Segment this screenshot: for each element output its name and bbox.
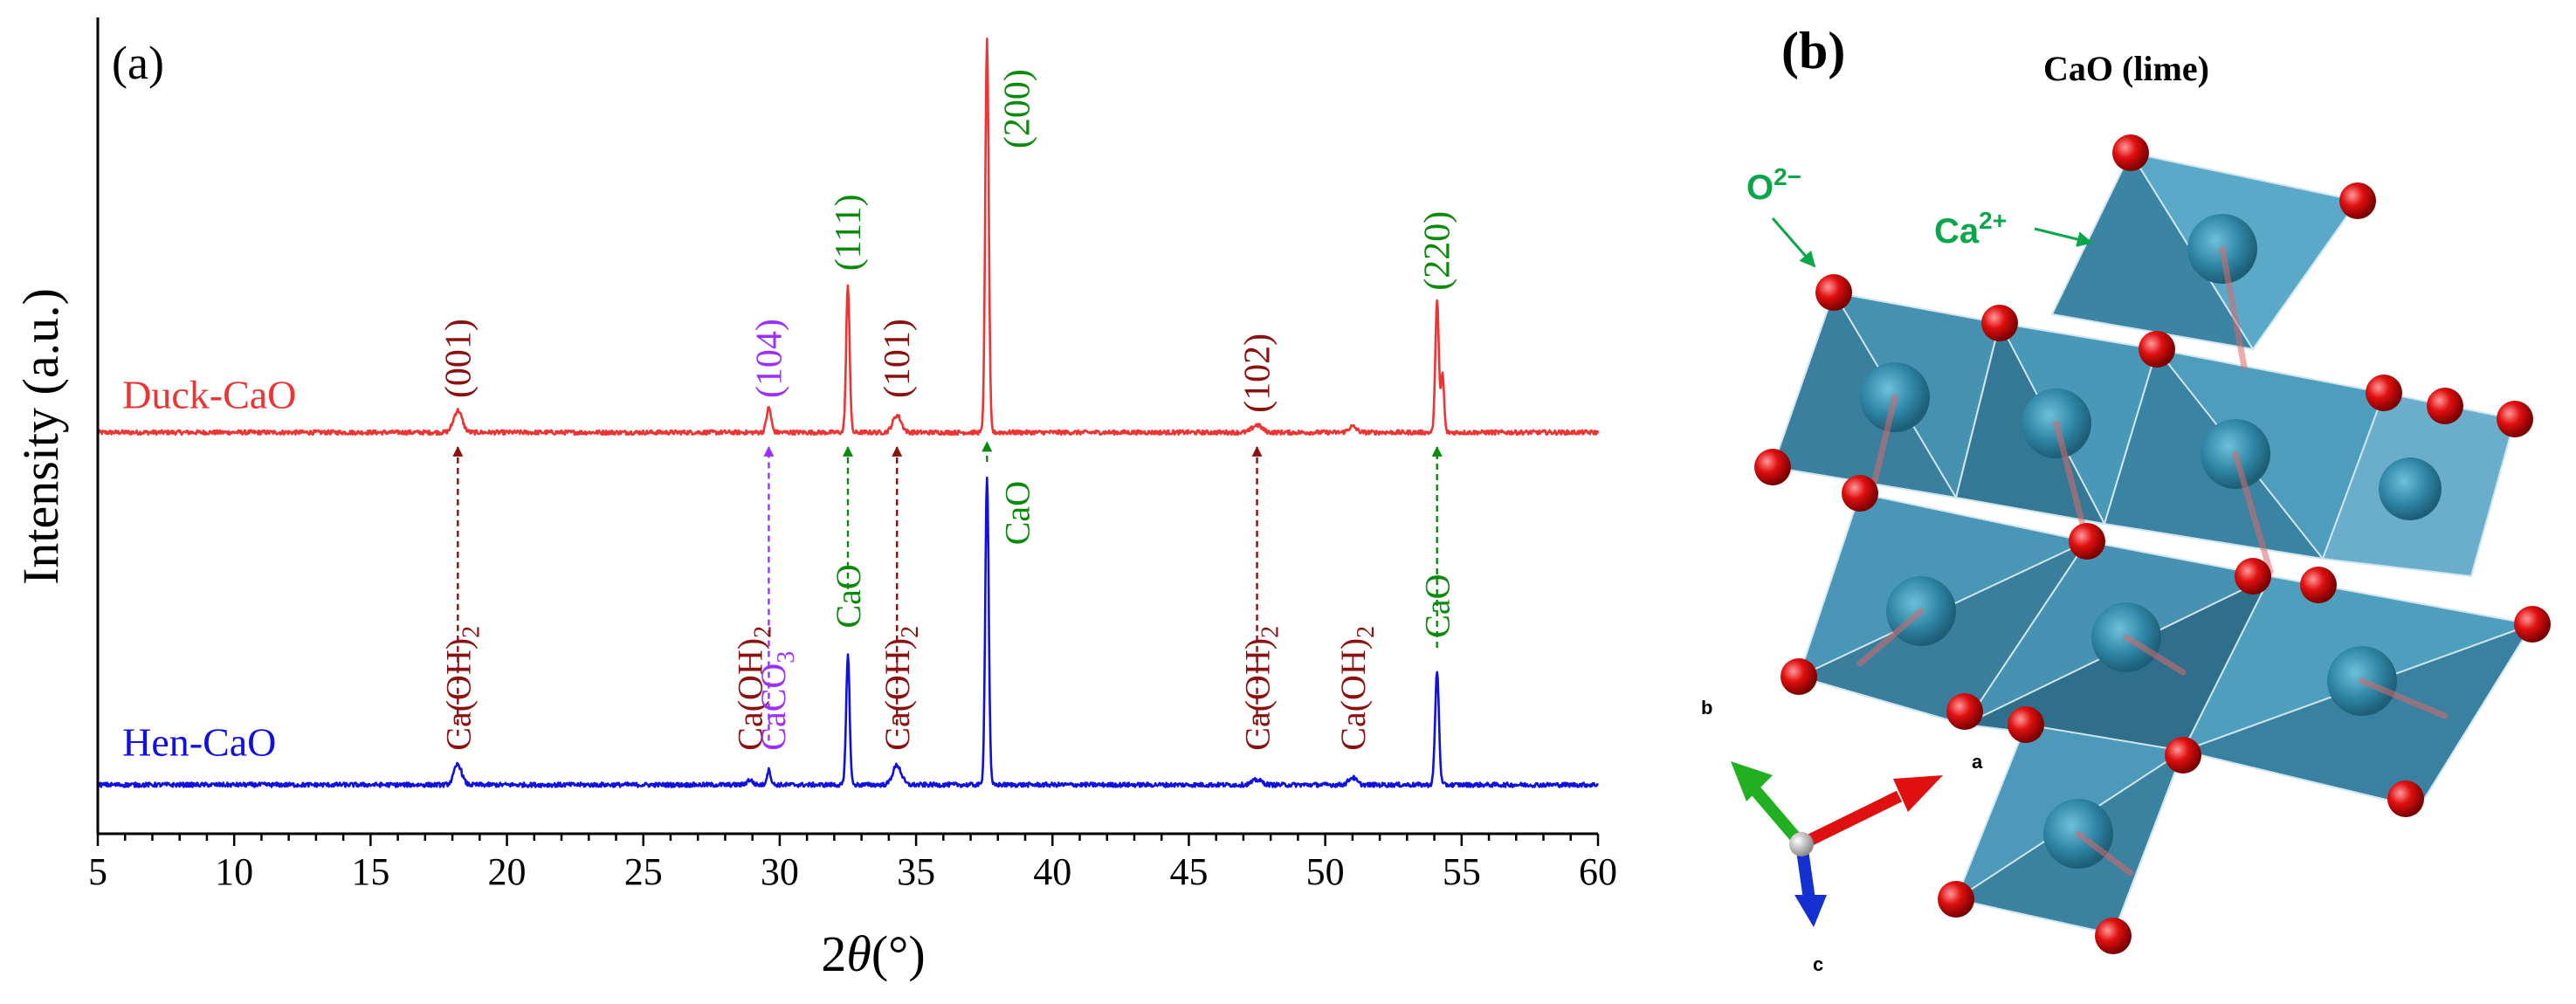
- oxygen-atom: [2112, 134, 2149, 171]
- bond: [2053, 420, 2090, 545]
- hkl-label: (102): [1238, 334, 1278, 413]
- panel-label-b: (b): [1781, 22, 1845, 79]
- x-tick-label: 40: [1033, 850, 1071, 893]
- oxygen-atom: [2069, 523, 2105, 560]
- bond: [2232, 450, 2274, 575]
- bond: [2075, 830, 2134, 877]
- calcium-pointer: [2034, 227, 2093, 247]
- plot-area: [98, 26, 1598, 834]
- axis-b-label: b: [1701, 697, 1712, 719]
- x-tick-label: 35: [897, 850, 935, 893]
- oxygen-atom: [1946, 693, 1983, 730]
- oxygen-atom: [2366, 375, 2402, 411]
- hkl-label: (101): [878, 319, 918, 398]
- phase-label: Ca(OH)2: [1333, 626, 1380, 751]
- oxygen-atoms: [1754, 134, 2551, 954]
- oxygen-atom: [2139, 331, 2175, 368]
- oxygen-atom: [1780, 658, 1817, 695]
- bond: [2123, 634, 2187, 676]
- x-tick-label: 20: [488, 850, 527, 893]
- oxygen-atom: [1754, 449, 1791, 485]
- series-line-duck-cao: [96, 38, 1600, 437]
- axis-c-label: c: [1813, 953, 1823, 975]
- oxygen-atom: [2300, 567, 2337, 603]
- y-axis-label: Intensity (a.u.): [12, 288, 69, 585]
- calcium-ion-label: Ca2+: [1934, 207, 2007, 251]
- phase-label: Ca(OH)2: [731, 626, 777, 751]
- phase-label: Ca(OH)2: [878, 626, 924, 751]
- bonds: [1856, 245, 2449, 877]
- phase-label: Ca(OH)2: [1238, 626, 1285, 751]
- bond: [2359, 677, 2449, 719]
- x-tick-label: 50: [1306, 850, 1345, 893]
- oxygen-atom: [2387, 781, 2424, 817]
- x-tick-label: 60: [1579, 850, 1617, 893]
- axis-a-label: a: [1972, 751, 1983, 773]
- axis-origin: [1789, 832, 1814, 856]
- a-axis-arrowhead: [1893, 775, 1943, 812]
- series-label: Hen-CaO: [122, 719, 276, 764]
- series-label: Duck-CaO: [122, 372, 296, 416]
- oxygen-atom: [2008, 706, 2044, 743]
- peak-arrows: [452, 441, 1443, 741]
- oxygen-atom: [2165, 737, 2201, 774]
- phase-label: CaO: [998, 481, 1037, 545]
- oxygen-atom: [1815, 274, 1852, 311]
- axes: 5 10 15 20 25 30 35 40 45 50 55 60: [88, 17, 1617, 893]
- oxygen-atom: [1938, 881, 1974, 918]
- oxygen-atom: [2339, 182, 2376, 219]
- hkl-label: (111): [829, 194, 869, 271]
- bond: [2219, 245, 2248, 370]
- structure-title: CaO (lime): [2043, 49, 2209, 88]
- bond: [1856, 608, 1925, 667]
- oxygen-atom: [1981, 305, 2018, 341]
- axis-triad: b a c: [1701, 697, 1983, 975]
- xrd-chart: Duck-CaO Hen-CaO (001) (104) (111) (101) (200)…: [12, 17, 1617, 982]
- x-tick-label: 30: [761, 850, 799, 893]
- panel-label-a: (a): [112, 37, 164, 89]
- oxygen-atom: [2514, 606, 2551, 643]
- phase-label: CaO: [1418, 574, 1457, 637]
- phase-label: CaCO3: [754, 651, 800, 751]
- hkl-label: (200): [998, 69, 1038, 148]
- oxygen-atom: [1842, 475, 1878, 512]
- phase-label: Ca(OH)2: [438, 626, 485, 751]
- x-tick-label: 25: [624, 850, 663, 893]
- phase-label: CaO: [829, 564, 868, 628]
- x-tick-label: 15: [351, 850, 389, 893]
- x-tick-label: 5: [88, 850, 107, 893]
- hkl-label: (104): [749, 319, 789, 398]
- oxygen-ion-label: O2−: [1746, 163, 1801, 207]
- calcium-atom: [2379, 457, 2442, 520]
- series-layer: [96, 38, 1600, 788]
- oxygen-atom: [2235, 558, 2271, 595]
- crystal-structure: (b) CaO (lime): [1701, 22, 2551, 975]
- x-tick-label: 55: [1443, 850, 1481, 893]
- oxygen-atom: [2095, 918, 2132, 954]
- x-tick-label: 45: [1169, 850, 1208, 893]
- peak-labels: Duck-CaO Hen-CaO (001) (104) (111) (101) (200)…: [122, 69, 1458, 764]
- x-tick-label: 10: [215, 850, 253, 893]
- hkl-label: (001): [438, 319, 479, 398]
- x-axis-label: 2θ(°): [821, 925, 925, 982]
- b-axis-arrowhead: [1731, 761, 1773, 801]
- oxygen-atom: [2497, 401, 2533, 437]
- series-line-hen-cao: [97, 476, 1599, 788]
- octahedra: [1772, 152, 2533, 935]
- oxygen-pointer: [1771, 217, 1816, 268]
- hkl-label: (220): [1418, 211, 1458, 291]
- a-axis-shaft: [1798, 790, 1903, 850]
- oxygen-atom: [2427, 388, 2463, 424]
- c-axis-arrowhead: [1794, 895, 1827, 927]
